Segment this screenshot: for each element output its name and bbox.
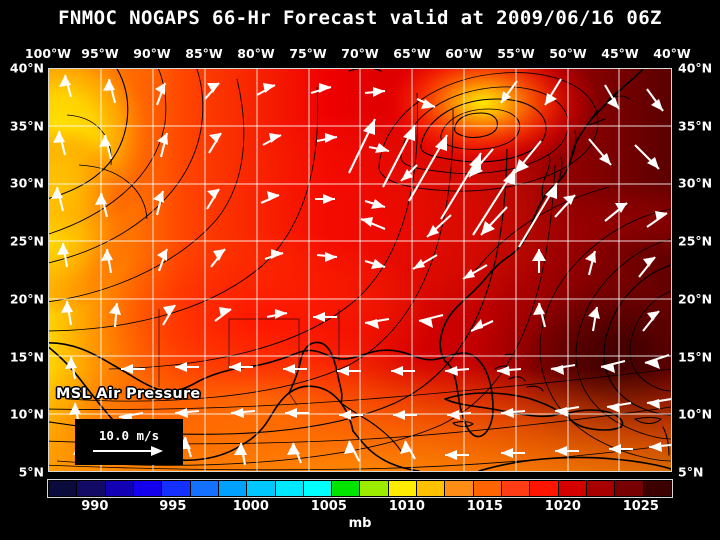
lat-tick-label: 10°N [9,406,44,422]
lon-tick-label: 80°W [237,46,275,61]
colorbar-segment [586,481,615,496]
colorbar-tick-label: 1020 [544,499,581,514]
lat-tick-label: 35°N [678,118,713,134]
lat-tick-label: 30°N [678,175,713,191]
colorbar-segment [162,481,190,496]
colorbar-tick-labels: 990 995 1000 1005 1010 1015 1020 1025 [0,499,720,517]
lon-tick-label: 65°W [393,46,431,61]
colorbar[interactable] [47,479,673,498]
lon-tick-label: 50°W [549,46,587,61]
colorbar-segment [105,481,133,496]
colorbar-segment [417,481,445,496]
lat-tick-label: 20°N [9,291,44,307]
lat-tick-label: 5°N [18,464,44,480]
lat-tick-label: 30°N [9,175,44,191]
colorbar-tick-label: 995 [159,499,187,514]
lat-tick-label: 20°N [678,291,713,307]
colorbar-tick-label: 1005 [310,499,347,514]
lon-tick-label: 100°W [24,46,72,61]
lon-tick-label: 55°W [497,46,535,61]
lat-tick-label: 35°N [9,118,44,134]
lon-tick-label: 70°W [341,46,379,61]
lat-tick-label: 25°N [9,233,44,249]
colorbar-segment [133,481,162,496]
lon-tick-label: 75°W [289,46,327,61]
map-plot-area[interactable] [48,68,672,472]
colorbar-tick-label: 1010 [388,499,425,514]
colorbar-segment [473,481,501,496]
colorbar-segment [77,481,105,496]
colorbar-tick-label: 990 [81,499,109,514]
colorbar-segment [49,481,77,496]
right-arrow-icon [93,446,163,456]
lat-tick-label: 5°N [678,464,704,480]
colorbar-segment [502,481,530,496]
map-canvas [49,69,671,471]
wind-reference-key: 10.0 m/s [75,419,183,465]
lat-tick-label: 15°N [9,349,44,365]
colorbar-tick-label: 1015 [466,499,503,514]
lon-tick-label: 60°W [445,46,483,61]
figure-title: FNMOC NOGAPS 66-Hr Forecast valid at 200… [58,7,662,29]
lat-tick-label: 40°N [9,60,44,76]
colorbar-segment [190,481,218,496]
lat-tick-label: 25°N [678,233,713,249]
lat-tick-label: 15°N [678,349,713,365]
colorbar-segment [360,481,388,496]
colorbar-segment [615,481,643,496]
colorbar-segment [445,481,473,496]
lon-tick-label: 95°W [81,46,119,61]
lon-tick-label: 90°W [133,46,171,61]
colorbar-segment [303,481,332,496]
field-label: MSL Air Pressure [56,386,201,402]
wind-key-label: 10.0 m/s [98,428,160,443]
colorbar-segment [388,481,417,496]
colorbar-tick-label: 1025 [622,499,659,514]
colorbar-segment [247,481,275,496]
lon-tick-label: 45°W [601,46,639,61]
lat-tick-label: 10°N [678,406,713,422]
wind-vectors [51,74,671,466]
colorbar-segment [275,481,303,496]
longitude-axis-top: 100°W 95°W 90°W 85°W 80°W 75°W 70°W 65°W 60°W 55°… [0,46,720,62]
colorbar-units: mb [348,516,372,531]
colorbar-segment [530,481,558,496]
colorbar-segment [332,481,360,496]
lon-tick-label: 85°W [185,46,223,61]
lat-tick-label: 40°N [678,60,713,76]
isobar-contours [49,69,671,471]
colorbar-segment [643,481,671,496]
colorbar-segment [558,481,586,496]
lon-tick-label: 40°W [653,46,691,61]
colorbar-tick-label: 1000 [232,499,269,514]
colorbar-segment [218,481,247,496]
